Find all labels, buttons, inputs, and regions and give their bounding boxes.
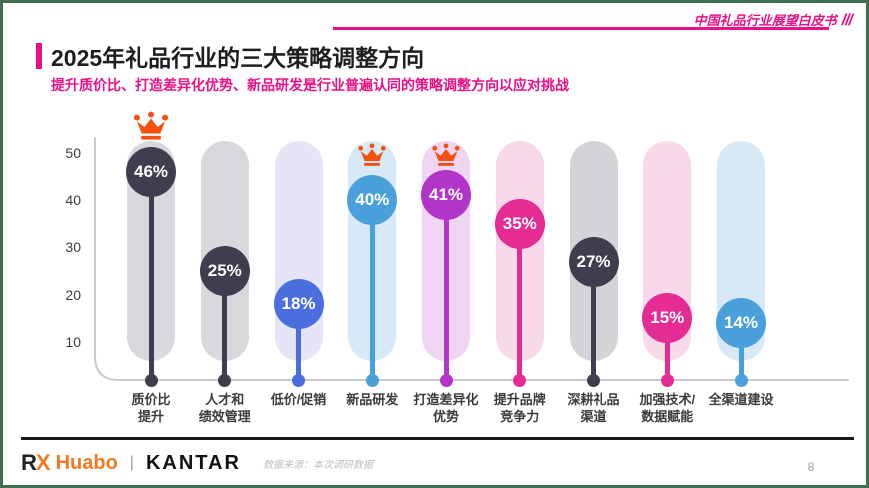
value-bubble: 25% bbox=[199, 246, 250, 296]
category-label: 提升品牌 竞争力 bbox=[477, 392, 563, 426]
y-axis-tick-label: 30 bbox=[65, 239, 81, 256]
axis-dot bbox=[513, 373, 527, 387]
rx-logo: RX bbox=[21, 450, 51, 475]
category-label-line: 低价/促销 bbox=[270, 392, 327, 407]
category-label-line: 人才和 bbox=[205, 392, 245, 407]
chart-stem bbox=[296, 304, 301, 380]
category-label: 深耕礼品 渠道 bbox=[551, 392, 637, 426]
category-label-line: 数据赋能 bbox=[641, 408, 694, 424]
axis-dot bbox=[660, 373, 674, 387]
crown-icon bbox=[357, 143, 387, 172]
watermark-text: 中国礼品行业展望白皮书 bbox=[693, 13, 837, 28]
logo-separator: | bbox=[129, 454, 134, 471]
header-underline bbox=[333, 27, 829, 30]
category-label-line: 深耕礼品 bbox=[567, 392, 620, 407]
title-row: 2025年礼品行业的三大策略调整方向 bbox=[36, 39, 424, 73]
category-label-line: 优势 bbox=[432, 408, 459, 424]
chart-stem bbox=[517, 223, 523, 380]
title-accent-bar bbox=[36, 43, 42, 69]
category-label-line: 绩效管理 bbox=[198, 408, 251, 424]
value-bubble: 18% bbox=[273, 279, 324, 330]
axis-dot bbox=[734, 373, 748, 387]
chart-stem bbox=[222, 271, 228, 380]
value-bubble: 46% bbox=[126, 146, 176, 197]
value-bubble: 15% bbox=[642, 293, 693, 344]
y-axis-tick-label: 10 bbox=[65, 333, 81, 350]
category-label-line: 新品研发 bbox=[346, 392, 399, 407]
subtitle: 提升质价比、打造差异化优势、新品研发是行业普遍认同的策略调整方向以应对挑战 bbox=[51, 77, 569, 93]
value-bubble: 27% bbox=[568, 236, 619, 287]
axis-dot bbox=[365, 373, 379, 387]
category-label-line: 渠道 bbox=[580, 408, 607, 424]
axis-dot bbox=[439, 373, 453, 387]
category-label-line: 全渠道建设 bbox=[708, 392, 774, 407]
chart: 10 20 30 40 50 46% 质价比 提升 25% 人才和 绩效管理 18% 低价/促销 40… bbox=[3, 3, 866, 485]
value-bubble: 40% bbox=[347, 175, 398, 226]
axis-line bbox=[94, 137, 849, 381]
axis-dot bbox=[218, 373, 232, 387]
chart-stem bbox=[738, 322, 744, 380]
category-label-line: 提升品牌 bbox=[493, 392, 546, 407]
category-label: 打造差异化 优势 bbox=[403, 392, 489, 426]
category-label-line: 提升 bbox=[137, 408, 164, 424]
y-axis-tick-label: 50 bbox=[65, 145, 81, 161]
axis-dot bbox=[144, 373, 158, 387]
category-label: 低价/促销 bbox=[256, 392, 342, 409]
source-note: 数据来源：本次调研数据 bbox=[263, 460, 373, 471]
kantar-logo: KANTAR bbox=[145, 451, 241, 474]
chart-stem bbox=[664, 318, 670, 380]
category-label: 人才和 绩效管理 bbox=[182, 392, 268, 426]
category-label: 新品研发 bbox=[329, 392, 415, 409]
chart-stem bbox=[591, 261, 596, 380]
y-axis-tick-label: 40 bbox=[65, 192, 81, 209]
axis-dot bbox=[587, 373, 600, 387]
y-axis-tick-label: 20 bbox=[65, 286, 81, 303]
value-bubble: 41% bbox=[421, 170, 471, 221]
value-bubble: 35% bbox=[494, 198, 545, 249]
category-label: 全渠道建设 bbox=[698, 392, 784, 409]
category-label-line: 加强技术/ bbox=[639, 392, 696, 407]
category-label-line: 竞争力 bbox=[500, 408, 540, 424]
crown-icon bbox=[431, 143, 461, 172]
logo-row: RX Huabo | KANTAR bbox=[21, 450, 241, 475]
chart-stem bbox=[443, 195, 449, 380]
watermark: 中国礼品行业展望白皮书 /// bbox=[693, 10, 853, 30]
chart-stem bbox=[369, 200, 375, 380]
value-bubble: 14% bbox=[716, 297, 766, 348]
category-label: 加强技术/数据赋能 bbox=[624, 392, 710, 426]
axis-dot bbox=[292, 373, 305, 387]
category-label-line: 质价比 bbox=[131, 392, 171, 407]
category-label-line: 打造差异化 bbox=[413, 392, 479, 407]
category-label: 质价比 提升 bbox=[108, 392, 194, 426]
page-title: 2025年礼品行业的三大策略调整方向 bbox=[51, 45, 425, 71]
crown-icon bbox=[132, 111, 170, 146]
footer-divider bbox=[21, 437, 854, 440]
page-number: 8 bbox=[807, 460, 815, 474]
slashes-icon: /// bbox=[841, 12, 853, 29]
huabo-logo: Huabo bbox=[55, 451, 118, 474]
chart-stem bbox=[148, 171, 154, 380]
